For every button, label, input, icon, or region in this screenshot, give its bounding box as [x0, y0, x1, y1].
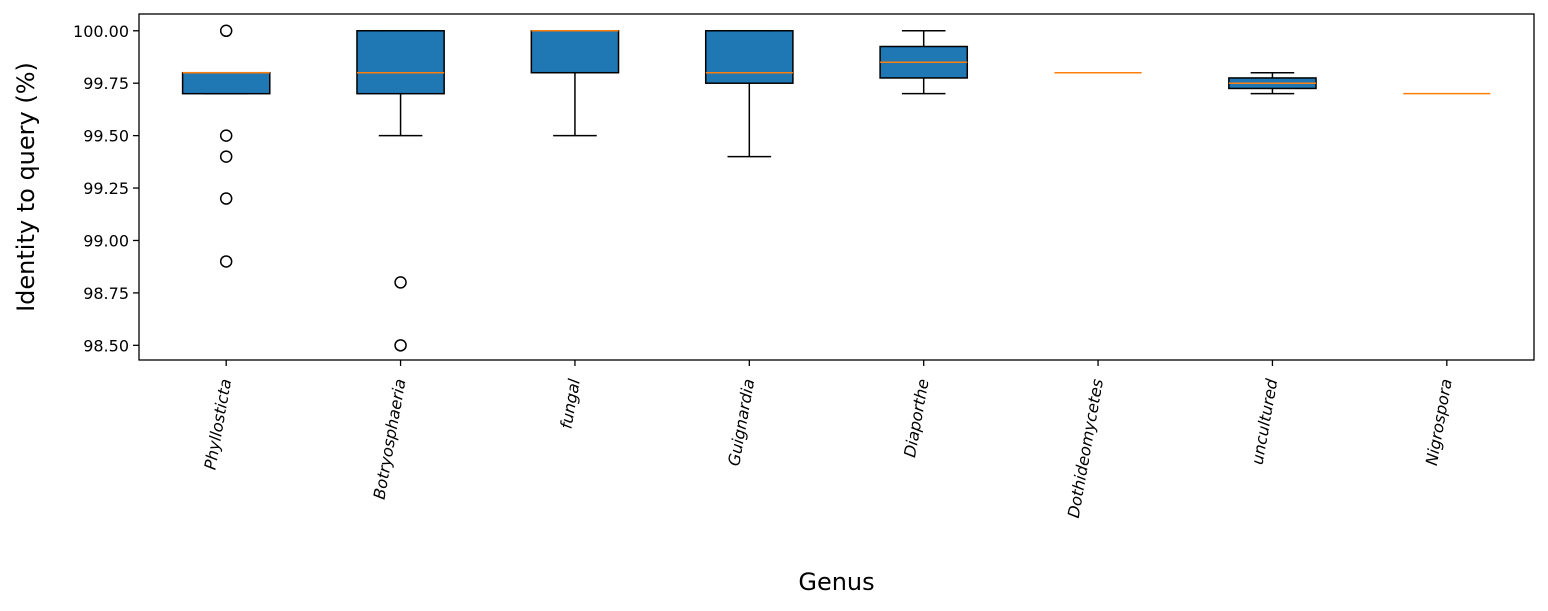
outlier-point	[219, 255, 233, 268]
y-tick-label: 98.50	[83, 336, 129, 355]
y-tick-label: 100.00	[73, 22, 129, 41]
y-tick-label: 99.00	[83, 231, 129, 250]
outlier-point	[394, 339, 407, 352]
y-tick-label: 99.25	[83, 179, 129, 198]
outlier-point	[219, 129, 233, 142]
y-tick-label: 99.75	[83, 74, 129, 93]
outlier-point	[219, 192, 233, 205]
box-botryosphaeria	[356, 30, 445, 352]
box-iqr	[356, 30, 445, 95]
box-series	[181, 24, 1491, 352]
box-uncultured	[1228, 71, 1317, 95]
y-tick-label: 99.50	[83, 127, 129, 146]
box-iqr	[181, 71, 271, 95]
box-guignardia	[704, 30, 794, 158]
outlier-point	[219, 150, 233, 163]
box-iqr	[530, 30, 620, 74]
box-phyllosticta	[181, 24, 271, 268]
box-fungal	[530, 30, 620, 137]
box-diaporthe	[879, 30, 969, 95]
box-iqr	[704, 30, 794, 84]
outlier-point	[394, 276, 407, 289]
y-tick-label: 98.75	[83, 284, 129, 303]
x-axis-label: Genus	[798, 568, 874, 596]
y-axis-ticks: 98.50 98.75 99.00 99.25 99.50 99.75 100.00	[73, 22, 139, 355]
plot-area-frame	[138, 13, 1535, 361]
outlier-point	[219, 24, 233, 38]
y-axis-label: Identity to query (%)	[12, 62, 40, 312]
